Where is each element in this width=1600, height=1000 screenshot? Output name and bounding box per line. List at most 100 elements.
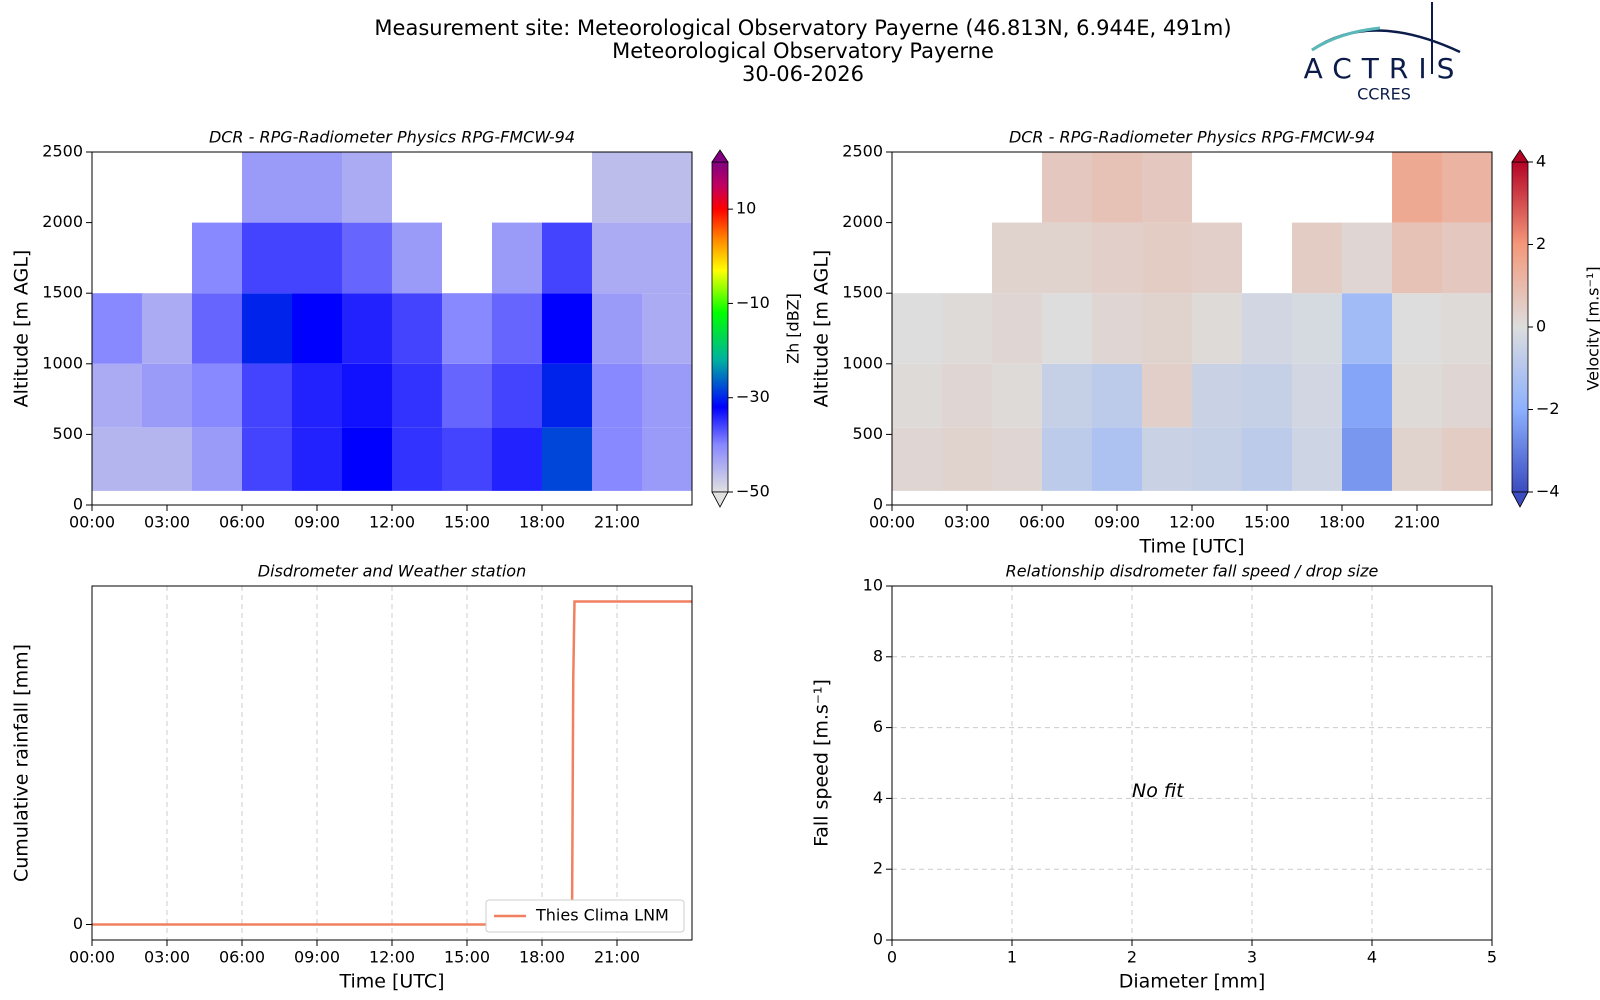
heatmap-cell [542, 363, 592, 428]
heatmap-cell [1042, 363, 1092, 428]
heatmap-cell [1192, 293, 1242, 364]
heatmap-cell [1442, 427, 1492, 491]
colorbar-tick-label: 4 [1536, 152, 1546, 171]
heatmap-cell [892, 427, 942, 491]
heatmap-cell [1192, 222, 1242, 294]
heatmap-cell [1392, 363, 1442, 428]
heatmap-cell [1092, 152, 1142, 223]
colorbar-label: Zh [dBZ] [784, 293, 803, 364]
heatmap-cell [1442, 293, 1492, 364]
colorbar-tick-label: 0 [1536, 317, 1546, 336]
axes-frame [891, 585, 1493, 941]
heatmap-cell [1342, 293, 1392, 364]
heatmap-cell [1092, 427, 1142, 491]
heatmap-cell [492, 427, 542, 491]
heatmap-cell [892, 293, 942, 364]
x-axis-label: Diameter [mm] [1119, 971, 1266, 993]
logo-arc [1311, 29, 1461, 54]
x-tick-label: 09:00 [294, 513, 340, 532]
colorbar-extend [711, 491, 729, 508]
heatmap-cell [442, 427, 492, 491]
x-tick-label: 00:00 [69, 513, 115, 532]
heatmap-cell [242, 363, 292, 428]
heatmap-cell [1442, 222, 1492, 294]
y-axis-label: Fall speed [m.s⁻¹] [811, 679, 833, 847]
heatmap-cell [292, 293, 342, 364]
heatmap-cell [642, 363, 692, 428]
logo-subtext: CCRES [1357, 85, 1411, 104]
y-tick-label: 2000 [842, 212, 883, 231]
x-tick-label: 18:00 [519, 513, 565, 532]
heatmap-cell [1292, 222, 1342, 294]
heatmap-cell [942, 293, 992, 364]
y-tick-label: 2000 [42, 212, 83, 231]
heatmap-cell [1142, 427, 1192, 491]
heatmap-cell [242, 222, 292, 294]
y-tick-label: 0 [873, 930, 883, 949]
x-tick-label: 18:00 [519, 948, 565, 967]
axes-title: DCR - RPG-Radiometer Physics RPG-FMCW-94 [209, 128, 575, 147]
heatmap-cell [242, 293, 292, 364]
legend-label: Thies Clima LNM [535, 906, 669, 925]
x-tick-label: 15:00 [444, 948, 490, 967]
heatmap-cell [292, 152, 342, 223]
colorbar-tick-label: −4 [1536, 482, 1560, 501]
x-tick-label: 06:00 [1019, 513, 1065, 532]
x-tick-label: 18:00 [1319, 513, 1365, 532]
heatmap-cell [1042, 152, 1092, 223]
colorbar-tick-label: −30 [736, 387, 770, 406]
x-axis-label: Time [UTC] [1138, 536, 1244, 558]
heatmap-cell [242, 427, 292, 491]
x-tick-label: 12:00 [1169, 513, 1215, 532]
suptitle: Measurement site: Meteorological Observa… [374, 16, 1231, 40]
heatmap-cell [542, 222, 592, 294]
y-tick-label: 6 [873, 717, 883, 736]
y-axis-label: Cumulative rainfall [mm] [11, 644, 33, 882]
y-tick-label: 2500 [842, 142, 883, 161]
heatmap-cell [642, 293, 692, 364]
axes-title: Relationship disdrometer fall speed / dr… [1006, 562, 1379, 581]
y-tick-label: 0 [73, 914, 83, 933]
heatmap-cell [1292, 427, 1342, 491]
heatmap-cell [1292, 293, 1342, 364]
heatmap-cell [492, 222, 542, 294]
heatmap-cell [342, 363, 392, 428]
x-tick-label: 03:00 [144, 948, 190, 967]
heatmap-cell [92, 293, 142, 364]
heatmap-cell [592, 363, 642, 428]
heatmap-cell [492, 363, 542, 428]
heatmap-cell [1242, 363, 1292, 428]
heatmap-cell [592, 293, 642, 364]
heatmap-cell [1042, 293, 1092, 364]
heatmap-cell [1092, 363, 1142, 428]
heatmap-cell [292, 427, 342, 491]
suptitle: 30-06-2026 [742, 62, 864, 86]
x-tick-label: 0 [887, 948, 897, 967]
colorbar [1511, 161, 1529, 493]
heatmap-cell [342, 222, 392, 294]
y-tick-label: 0 [73, 495, 83, 514]
heatmap-cell [142, 363, 192, 428]
heatmap-cell [1142, 222, 1192, 294]
heatmap-cell [642, 152, 692, 223]
colorbar-tick-label: −50 [736, 482, 770, 501]
heatmap-cell [992, 293, 1042, 364]
y-tick-label: 8 [873, 646, 883, 665]
axes: DCR - RPG-Radiometer Physics RPG-FMCW-94… [811, 128, 1600, 558]
heatmap-cell [1342, 427, 1392, 491]
colorbar-label: Velocity [m.s⁻¹] [1584, 266, 1600, 390]
heatmap-cell [542, 293, 592, 364]
axes: Relationship disdrometer fall speed / dr… [811, 562, 1498, 993]
x-tick-label: 00:00 [69, 948, 115, 967]
y-tick-label: 1500 [42, 283, 83, 302]
x-tick-label: 5 [1487, 948, 1497, 967]
y-tick-label: 2500 [42, 142, 83, 161]
y-tick-label: 1000 [42, 353, 83, 372]
heatmap-cell [592, 427, 642, 491]
axes: Disdrometer and Weather station Thies Cli… [11, 562, 693, 993]
y-axis-label: Altitude [m AGL] [811, 250, 833, 408]
x-tick-label: 15:00 [444, 513, 490, 532]
heatmap-cell [442, 293, 492, 364]
heatmap-cell [142, 427, 192, 491]
